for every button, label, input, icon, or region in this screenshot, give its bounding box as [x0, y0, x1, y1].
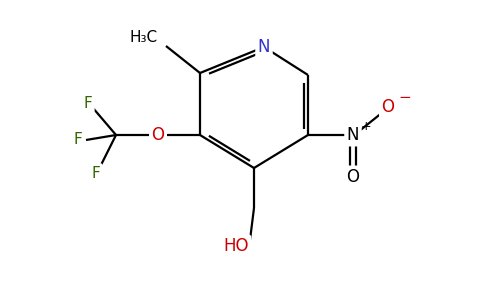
Text: −: −: [398, 89, 411, 104]
Text: +: +: [361, 121, 372, 134]
Text: H₃C: H₃C: [130, 31, 158, 46]
Text: O: O: [381, 98, 394, 116]
Text: F: F: [74, 133, 82, 148]
Text: F: F: [91, 166, 100, 181]
Text: F: F: [84, 95, 92, 110]
Text: N: N: [258, 38, 270, 56]
Text: HO: HO: [223, 237, 249, 255]
Text: O: O: [347, 168, 360, 186]
Text: O: O: [151, 126, 165, 144]
Text: N: N: [347, 126, 359, 144]
